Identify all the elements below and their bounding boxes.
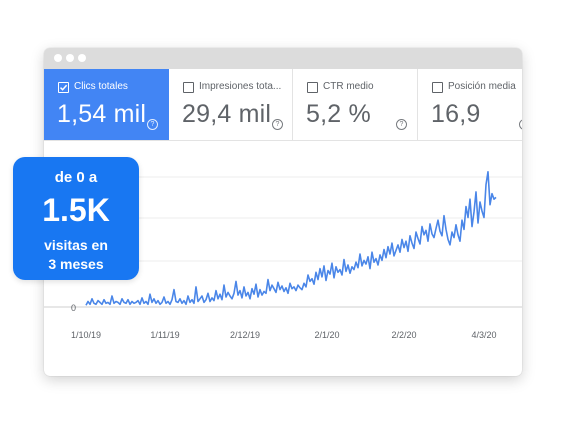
visits-badge: de 0 a 1.5K visitas en 3 meses <box>13 157 139 280</box>
metrics-bar: Clics totales 1,54 mil ? Impresiones tot… <box>44 69 522 141</box>
metric-value: 5,2 % <box>306 100 371 128</box>
x-tick-label: 2/2/20 <box>391 330 416 340</box>
checkbox-icon[interactable] <box>183 82 194 93</box>
window-dot <box>66 54 74 62</box>
metric-total-clicks[interactable]: Clics totales 1,54 mil ? <box>44 69 169 140</box>
help-icon[interactable]: ? <box>147 119 158 130</box>
metric-average-ctr[interactable]: CTR medio 5,2 % ? <box>293 69 418 140</box>
x-tick-label: 4/3/20 <box>471 330 496 340</box>
help-icon[interactable]: ? <box>519 119 522 130</box>
checkbox-icon[interactable] <box>432 82 443 93</box>
badge-line-1: de 0 a <box>54 169 98 186</box>
metric-total-impressions[interactable]: Impresiones tota... 29,4 mil ? <box>169 69 293 140</box>
checkbox-icon[interactable] <box>307 82 318 93</box>
x-tick-label: 2/1/20 <box>314 330 339 340</box>
window-dot <box>54 54 62 62</box>
metric-label: Clics totales <box>74 81 128 92</box>
checkbox-checked-icon[interactable] <box>58 82 69 93</box>
metric-label: CTR medio <box>323 81 374 92</box>
metric-label: Posición media <box>448 81 516 92</box>
metric-value: 29,4 mil <box>182 100 272 128</box>
metric-value: 16,9 <box>431 100 481 128</box>
badge-headline: 1.5K <box>42 192 110 228</box>
help-icon[interactable]: ? <box>272 119 283 130</box>
help-icon[interactable]: ? <box>396 119 407 130</box>
y-tick-label: 0 <box>71 303 76 313</box>
x-tick-label: 1/10/19 <box>71 330 101 340</box>
badge-caption-line-2: 3 meses <box>48 256 104 272</box>
x-tick-label: 2/12/19 <box>230 330 260 340</box>
badge-caption: visitas en 3 meses <box>13 236 139 274</box>
window-dot <box>78 54 86 62</box>
clicks-series-line <box>85 170 497 306</box>
metric-value: 1,54 mil <box>57 100 147 128</box>
metric-label: Impresiones tota... <box>199 81 282 92</box>
title-bar <box>44 48 522 69</box>
badge-caption-line-1: visitas en <box>44 237 108 253</box>
metric-average-position[interactable]: Posición media 16,9 ? <box>418 69 522 140</box>
x-tick-label: 1/11/19 <box>150 330 179 340</box>
